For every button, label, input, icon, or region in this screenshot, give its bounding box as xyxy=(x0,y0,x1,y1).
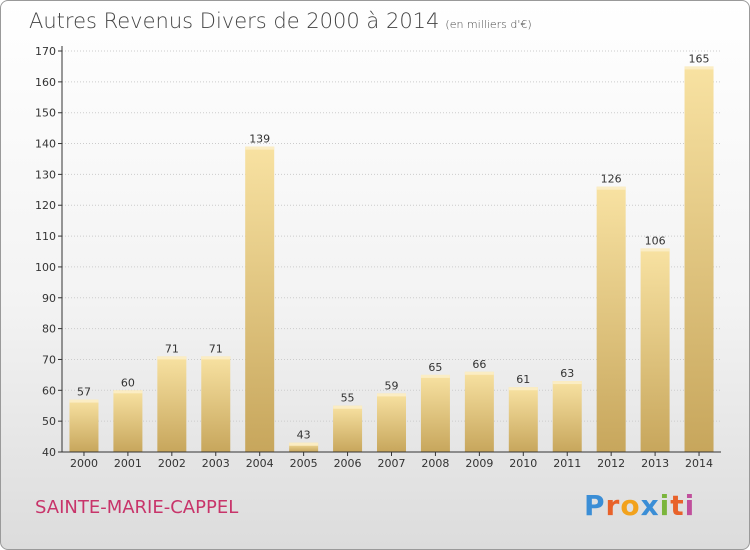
y-tick-label: 90 xyxy=(42,292,56,305)
bar-top xyxy=(596,186,626,190)
logo-letter: t xyxy=(670,489,685,522)
y-tick-label: 110 xyxy=(35,230,56,243)
town-name: SAINTE-MARIE-CAPPEL xyxy=(35,497,239,518)
bar xyxy=(684,66,714,452)
chart-title-text: Autres Revenus Divers de 2000 à 2014 xyxy=(29,9,440,33)
x-tick-label: 2000 xyxy=(70,457,98,470)
bar-top xyxy=(684,66,714,70)
chart-subtitle: (en milliers d'€) xyxy=(445,18,532,31)
bar-value-label: 126 xyxy=(601,173,622,186)
bar xyxy=(508,387,538,452)
bar-value-label: 65 xyxy=(428,361,442,374)
bar-top xyxy=(333,405,363,409)
bar-value-label: 71 xyxy=(209,342,223,355)
y-tick-label: 50 xyxy=(42,415,56,428)
y-tick-label: 80 xyxy=(42,323,56,336)
bar-top xyxy=(69,399,99,403)
y-tick-label: 150 xyxy=(35,107,56,120)
bar-value-label: 63 xyxy=(560,367,574,380)
y-tick-label: 130 xyxy=(35,168,56,181)
bar-value-label: 71 xyxy=(165,342,179,355)
bar xyxy=(333,405,363,452)
bar xyxy=(377,393,406,452)
bar-top xyxy=(201,356,231,360)
logo-letter: P xyxy=(584,489,606,522)
bar-top xyxy=(464,371,494,375)
axes: 40 50 60 70 80 90 100 110 120 130 140 150 160 170 2000… xyxy=(35,45,721,470)
bar-value-label: 57 xyxy=(77,386,91,399)
bar-value-label: 106 xyxy=(645,234,666,247)
x-tick-label: 2003 xyxy=(202,457,230,470)
x-tick-label: 2001 xyxy=(114,457,142,470)
x-tick-label: 2011 xyxy=(553,457,581,470)
bar xyxy=(69,399,99,452)
x-tick-label: 2002 xyxy=(158,457,186,470)
y-tick-label: 60 xyxy=(42,384,56,397)
bar-top xyxy=(113,390,143,394)
bar-value-label: 139 xyxy=(249,133,270,146)
bar xyxy=(596,186,626,452)
y-tick-label: 120 xyxy=(35,199,56,212)
y-tick-label: 140 xyxy=(35,138,56,151)
bar-top xyxy=(420,374,450,378)
x-tick-label: 2012 xyxy=(597,457,625,470)
logo-letter: i xyxy=(684,489,696,522)
bar-value-label: 60 xyxy=(121,376,135,389)
bar-top xyxy=(552,381,582,385)
y-tick-label: 100 xyxy=(35,261,56,274)
y-tick-label: 70 xyxy=(42,353,56,366)
x-tick-label: 2010 xyxy=(509,457,537,470)
x-tick-label: 2013 xyxy=(641,457,669,470)
bars: 57 60 71 71 139 43 55 59 65 66 61 63 126 106 165 xyxy=(69,52,714,452)
bar xyxy=(157,356,187,452)
bar-value-label: 165 xyxy=(689,52,710,65)
bar xyxy=(113,390,143,452)
x-tick-label: 2014 xyxy=(685,457,713,470)
y-tick-label: 160 xyxy=(35,76,56,89)
bar-value-label: 43 xyxy=(297,429,311,442)
proxiti-logo: Proxiti xyxy=(584,489,695,522)
logo-letter: x xyxy=(640,489,660,522)
logo-letter: o xyxy=(620,489,641,522)
bar xyxy=(464,371,494,452)
bar-top xyxy=(245,146,275,150)
bar xyxy=(552,381,582,452)
y-tick-label: 170 xyxy=(35,45,56,58)
bar xyxy=(201,356,231,452)
bar xyxy=(640,248,670,452)
bar-top xyxy=(289,442,319,446)
bar-top xyxy=(157,356,187,360)
x-tick-label: 2006 xyxy=(334,457,362,470)
y-tick-label: 40 xyxy=(42,446,56,459)
bar xyxy=(289,442,319,452)
bar-value-label: 55 xyxy=(341,392,355,405)
logo-letter: i xyxy=(659,489,671,522)
x-tick-label: 2009 xyxy=(465,457,493,470)
bar-value-label: 66 xyxy=(472,358,486,371)
bar-top xyxy=(508,387,538,391)
bar-top xyxy=(640,248,670,252)
bar-value-label: 61 xyxy=(516,373,530,386)
x-tick-label: 2005 xyxy=(290,457,318,470)
x-tick-label: 2008 xyxy=(421,457,449,470)
bar-top xyxy=(377,393,406,397)
x-tick-label: 2004 xyxy=(246,457,274,470)
chart-title: Autres Revenus Divers de 2000 à 2014 (en … xyxy=(29,9,532,33)
bar-value-label: 59 xyxy=(385,379,399,392)
logo-letter: r xyxy=(605,489,621,522)
bar xyxy=(420,374,450,452)
bar xyxy=(245,146,275,452)
x-tick-label: 2007 xyxy=(378,457,406,470)
